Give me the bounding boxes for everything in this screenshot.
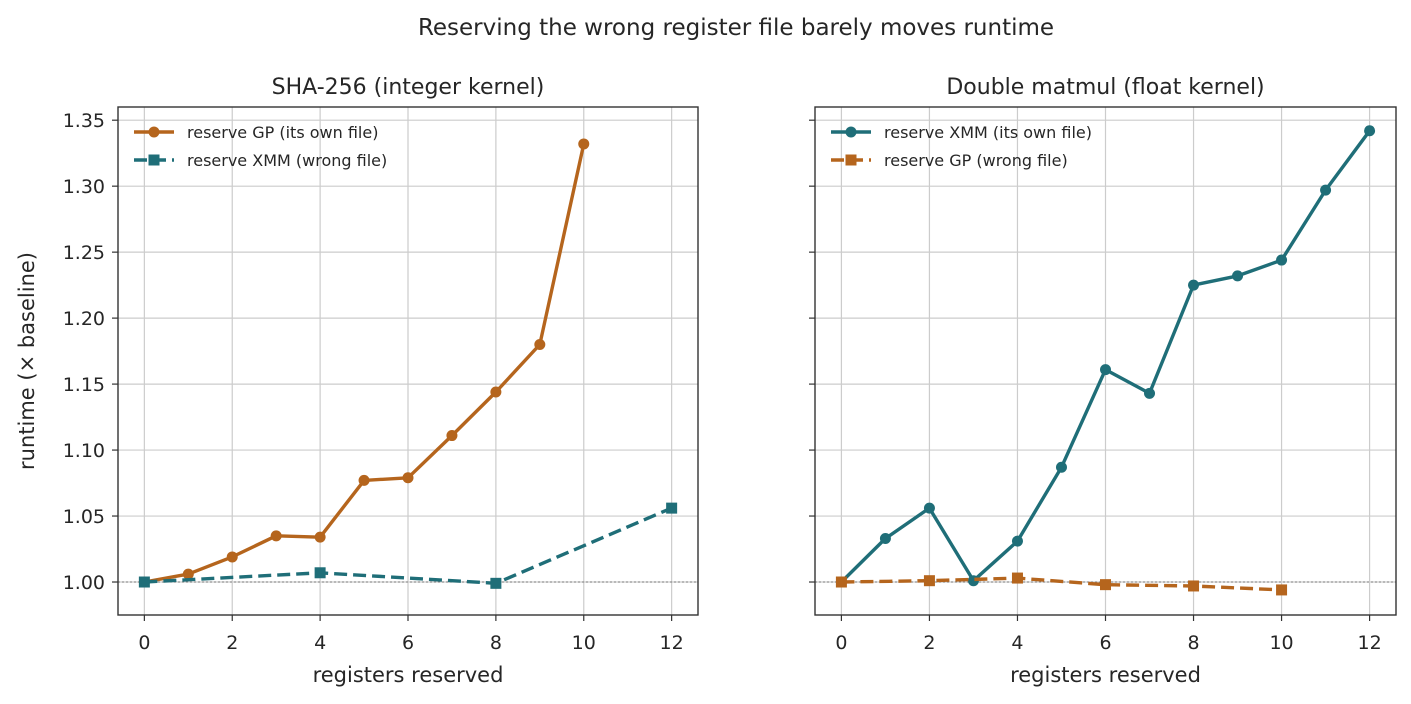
plot-frame <box>117 106 699 616</box>
panel-title: Double matmul (float kernel) <box>946 75 1264 100</box>
data-point <box>534 339 546 351</box>
y-tick-label: 1.00 <box>63 572 105 594</box>
figure-title: Reserving the wrong register file barely… <box>418 15 1054 41</box>
x-tick-label: 8 <box>490 632 502 654</box>
legend-marker <box>148 126 160 138</box>
legend: reserve GP (its own file) reserve XMM (wr… <box>134 123 387 170</box>
x-tick-label: 12 <box>1357 632 1381 654</box>
y-tick-label: 1.30 <box>63 176 105 198</box>
legend-label: reserve XMM (its own file) <box>884 123 1092 142</box>
y-tick-label: 1.15 <box>63 374 105 396</box>
legend-marker <box>148 154 160 166</box>
data-point <box>1232 270 1244 282</box>
data-point <box>226 551 238 563</box>
panel-title: SHA-256 (integer kernel) <box>272 75 545 100</box>
chart-panel-1: 0 2 4 6 8 10 12 1.00 1.05 1.10 1.15 1.20 1.25 1.30 1.3… <box>15 75 699 687</box>
series-line-2 <box>144 506 673 585</box>
data-point <box>1276 254 1288 266</box>
data-point <box>835 576 847 588</box>
data-point <box>923 575 935 587</box>
x-tick-label: 10 <box>572 632 596 654</box>
legend: reserve XMM (its own file) reserve GP (wr… <box>831 123 1092 170</box>
data-point <box>1188 580 1200 592</box>
data-point <box>1320 184 1332 196</box>
data-point <box>490 386 502 398</box>
data-point <box>1011 535 1023 547</box>
data-point <box>923 502 935 514</box>
x-tick-label: 2 <box>226 632 238 654</box>
data-point <box>314 531 326 543</box>
data-point <box>138 576 150 588</box>
legend-label: reserve GP (wrong file) <box>884 151 1068 170</box>
data-point <box>1055 461 1067 473</box>
x-tick-label: 6 <box>1099 632 1111 654</box>
legend-label: reserve GP (its own file) <box>187 123 378 142</box>
x-tick-label: 8 <box>1187 632 1199 654</box>
plot-frame <box>814 106 1397 616</box>
data-point <box>1100 579 1111 591</box>
legend-marker <box>845 154 857 166</box>
x-tick-label: 12 <box>660 632 684 654</box>
legend-marker <box>845 126 857 138</box>
legend-label: reserve XMM (wrong file) <box>187 151 387 170</box>
y-tick-label: 1.35 <box>63 110 105 132</box>
data-point <box>1100 364 1111 376</box>
y-tick-label: 1.05 <box>63 506 105 528</box>
x-axis-label: registers reserved <box>313 663 504 687</box>
data-point <box>490 577 502 589</box>
data-point <box>1276 584 1288 596</box>
x-tick-label: 0 <box>835 632 847 654</box>
data-point <box>446 430 458 442</box>
x-tick-label: 10 <box>1269 632 1293 654</box>
x-tick-label: 2 <box>923 632 935 654</box>
x-axis-label: registers reserved <box>1010 663 1201 687</box>
data-point <box>666 502 678 514</box>
y-tick-label: 1.20 <box>63 308 105 330</box>
data-point <box>402 472 414 484</box>
y-tick-label: 1.25 <box>63 242 105 264</box>
data-point <box>358 474 370 486</box>
x-tick-label: 0 <box>138 632 150 654</box>
data-point <box>314 567 326 579</box>
chart-panel-2: 0 2 4 6 8 10 12 Double matmul (float kernel) reg… <box>809 75 1397 687</box>
y-axis-label: runtime (× baseline) <box>15 252 39 470</box>
x-tick-label: 4 <box>314 632 326 654</box>
data-point <box>879 532 891 544</box>
data-point <box>1011 572 1023 584</box>
data-point <box>182 568 194 580</box>
data-point <box>1364 125 1376 137</box>
y-tick-label: 1.10 <box>63 440 105 462</box>
data-point <box>578 138 590 150</box>
x-tick-label: 6 <box>402 632 414 654</box>
series-line-2 <box>841 576 1282 592</box>
data-point <box>1188 279 1200 291</box>
data-point <box>270 530 282 542</box>
data-point <box>1144 387 1156 399</box>
x-tick-label: 4 <box>1011 632 1023 654</box>
